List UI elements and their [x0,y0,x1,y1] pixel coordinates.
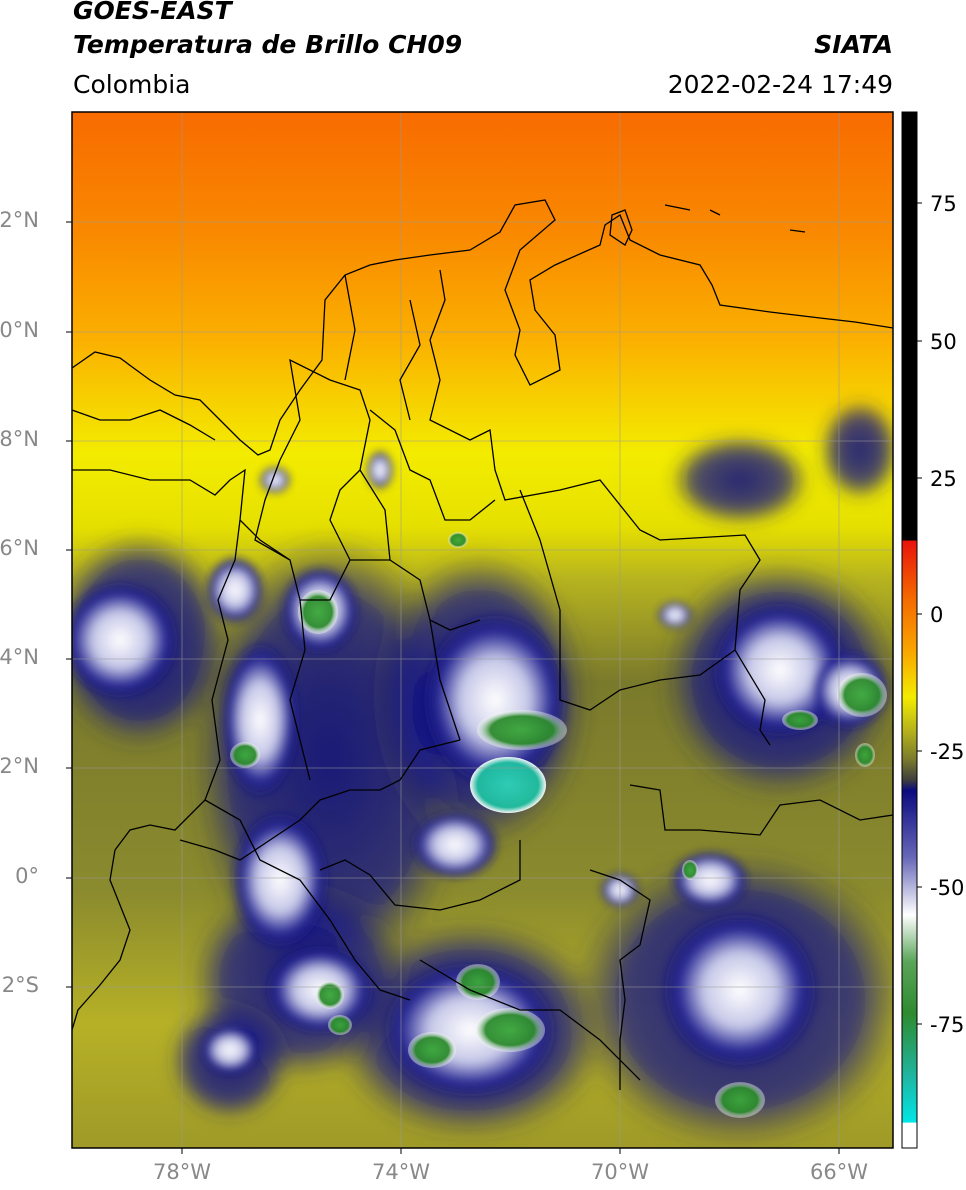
colorbar-label-minus25: -25 [930,740,965,764]
colorbar-label-25: 25 [930,467,957,491]
plot-frame [71,111,894,1149]
lat-label-2n: 2°N [0,754,39,778]
lon-label-66w: 66°W [810,1160,868,1184]
product-title: Temperatura de Brillo CH09 [73,30,463,59]
lat-label-0: 0° [15,864,39,888]
lat-label-6n: 6°N [0,536,39,560]
satellite-title: GOES-EAST [73,0,232,25]
lat-label-2s: 2°S [1,973,39,997]
agency-label: SIATA [814,30,893,59]
timestamp-label: 2022-02-24 17:49 [667,70,893,99]
lon-label-70w: 70°W [591,1160,649,1184]
lat-label-4n: 4°N [0,645,39,669]
lon-label-74w: 74°W [372,1160,430,1184]
colorbar-label-minus50: -50 [930,876,965,900]
lat-label-12n: 12°N [0,208,39,232]
lon-label-78w: 78°W [153,1160,211,1184]
colorbar [901,111,922,1149]
coastlines [72,199,893,1090]
colorbar-label-minus75: -75 [930,1013,965,1037]
colorbar-label-75: 75 [930,192,957,216]
region-label: Colombia [73,70,191,99]
graticule [72,112,893,1148]
colorbar-label-50: 50 [930,330,957,354]
lat-label-10n: 10°N [0,318,39,342]
colorbar-label-0: 0 [930,603,944,627]
lat-label-8n: 8°N [0,427,39,451]
